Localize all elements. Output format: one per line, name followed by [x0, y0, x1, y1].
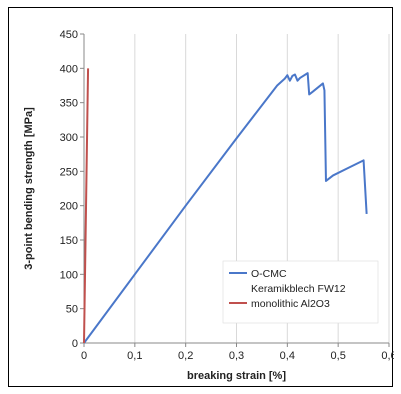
- x-tick-label: 0: [81, 350, 87, 362]
- legend-box: [222, 260, 379, 324]
- y-tick-label: 200: [60, 201, 78, 213]
- tick-labels: 0 50 100 150 200 250 300 350 400 450 0 0,1 0,2 0,3 0,4…: [60, 29, 394, 362]
- y-tick-label: 450: [60, 29, 78, 41]
- legend-label-keramikblech: Keramikblech FW12: [251, 283, 346, 295]
- bending-strength-chart: 0 50 100 150 200 250 300 350 400 450 0 0,1 0,2 0,3 0,4…: [23, 29, 394, 382]
- y-tick-label: 300: [60, 132, 78, 144]
- y-axis-title: 3-point bending strength [MPa]: [23, 107, 35, 270]
- y-tick-label: 50: [66, 304, 78, 316]
- legend-label-al2o3: monolithic Al2O3: [251, 298, 330, 310]
- x-tick-label: 0,6: [381, 350, 394, 362]
- x-tick-label: 0,1: [127, 350, 142, 362]
- y-tick-label: 100: [60, 269, 78, 281]
- x-tick-label: 0,3: [229, 350, 244, 362]
- figure-frame: 0 50 100 150 200 250 300 350 400 450 0 0,1 0,2 0,3 0,4…: [8, 7, 394, 387]
- x-tick-label: 0,2: [178, 350, 193, 362]
- legend-label-o-cmc: O-CMC: [251, 268, 287, 280]
- y-tick-label: 250: [60, 166, 78, 178]
- y-tick-label: 150: [60, 235, 78, 247]
- legend: O-CMC Keramikblech FW12 monolithic Al2O3: [222, 260, 379, 324]
- o-cmc-series-line: [83, 72, 368, 344]
- y-tick-label: 0: [72, 338, 78, 350]
- data-series: [83, 68, 368, 344]
- al2o3-series-line: [83, 68, 90, 344]
- y-tick-label: 400: [60, 63, 78, 75]
- grid-lines: [134, 34, 390, 343]
- x-tick-label: 0,5: [331, 350, 346, 362]
- y-tick-label: 350: [60, 98, 78, 110]
- x-axis-title: breaking strain [%]: [187, 370, 286, 382]
- x-tick-label: 0,4: [280, 350, 295, 362]
